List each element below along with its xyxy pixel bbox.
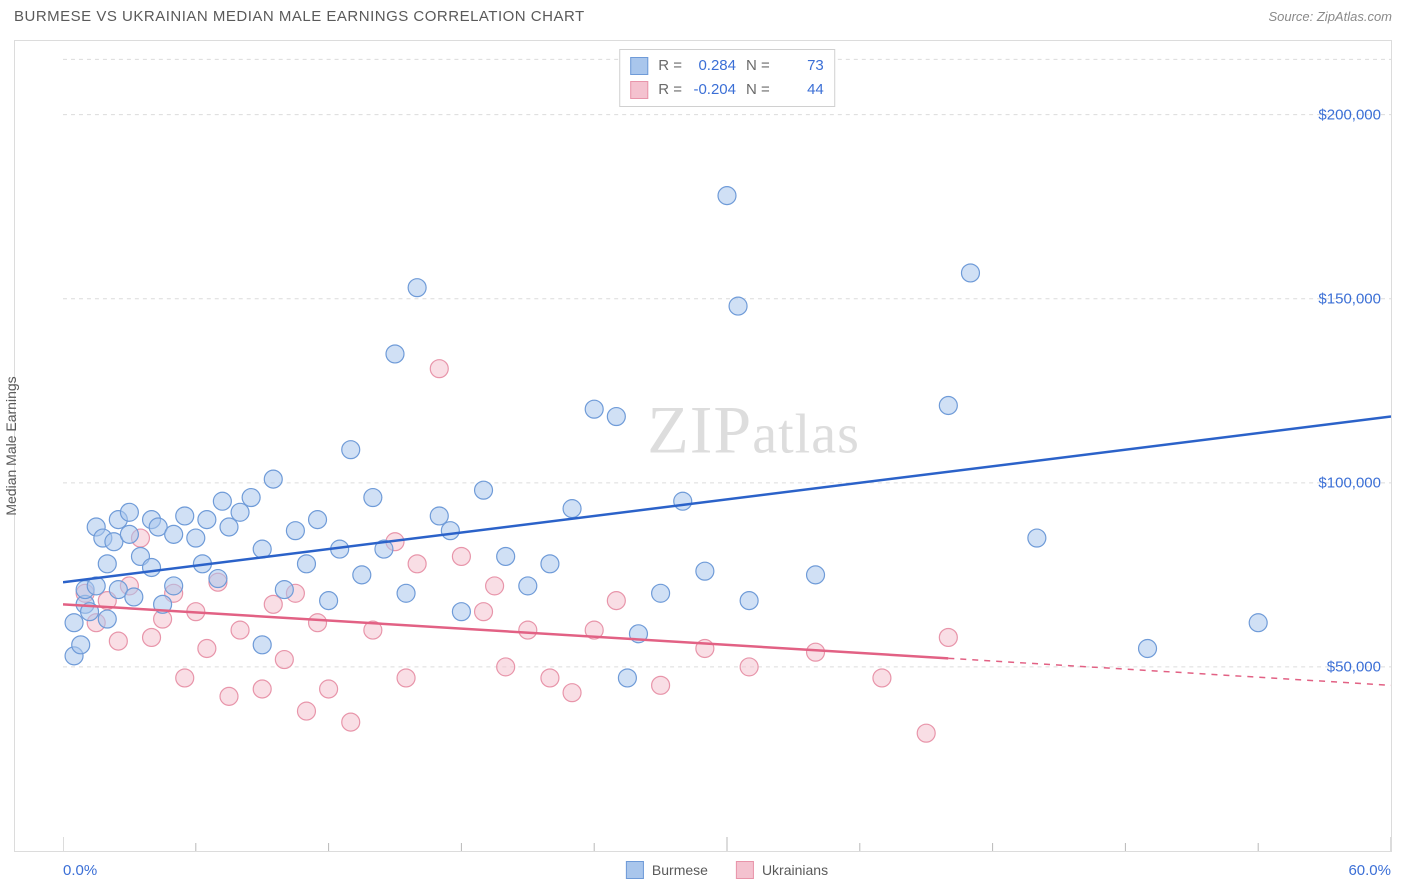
legend-burmese-n: 73 [776, 54, 824, 78]
series-legend: Burmese Ukrainians [626, 861, 828, 879]
legend-n-label: N = [746, 78, 770, 102]
legend-ukrainians-r: -0.204 [688, 78, 736, 102]
legend-ukrainians-n: 44 [776, 78, 824, 102]
scatter-svg [63, 41, 1391, 851]
legend-burmese-r: 0.284 [688, 54, 736, 78]
correlation-legend: R = 0.284 N = 73 R = -0.204 N = 44 [619, 49, 835, 107]
chart-title: BURMESE VS UKRAINIAN MEDIAN MALE EARNING… [14, 8, 585, 25]
yaxis-tick-label: $50,000 [1327, 658, 1381, 675]
burmese-swatch-icon [626, 861, 644, 879]
yaxis-tick-label: $200,000 [1318, 106, 1381, 123]
yaxis-label: Median Male Earnings [3, 376, 19, 515]
burmese-swatch-icon [630, 57, 648, 75]
plot-area: ZIPatlas R = 0.284 N = 73 R = -0.204 N =… [63, 41, 1391, 851]
xaxis-start-label: 0.0% [63, 862, 97, 879]
ukrainians-swatch-icon [630, 81, 648, 99]
legend-row-burmese: R = 0.284 N = 73 [630, 54, 824, 78]
yaxis-tick-label: $100,000 [1318, 474, 1381, 491]
ukrainians-swatch-icon [736, 861, 754, 879]
legend-r-label: R = [658, 54, 682, 78]
legend-item-ukrainians: Ukrainians [736, 861, 828, 879]
chart-header: BURMESE VS UKRAINIAN MEDIAN MALE EARNING… [0, 0, 1406, 31]
yaxis-tick-label: $150,000 [1318, 290, 1381, 307]
legend-item-burmese: Burmese [626, 861, 708, 879]
chart-area: Median Male Earnings ZIPatlas R = 0.284 … [14, 40, 1392, 852]
legend-n-label: N = [746, 54, 770, 78]
legend-row-ukrainians: R = -0.204 N = 44 [630, 78, 824, 102]
chart-source: Source: ZipAtlas.com [1268, 9, 1392, 24]
legend-burmese-label: Burmese [652, 862, 708, 878]
xaxis-end-label: 60.0% [1348, 862, 1391, 879]
legend-ukrainians-label: Ukrainians [762, 862, 828, 878]
legend-r-label: R = [658, 78, 682, 102]
